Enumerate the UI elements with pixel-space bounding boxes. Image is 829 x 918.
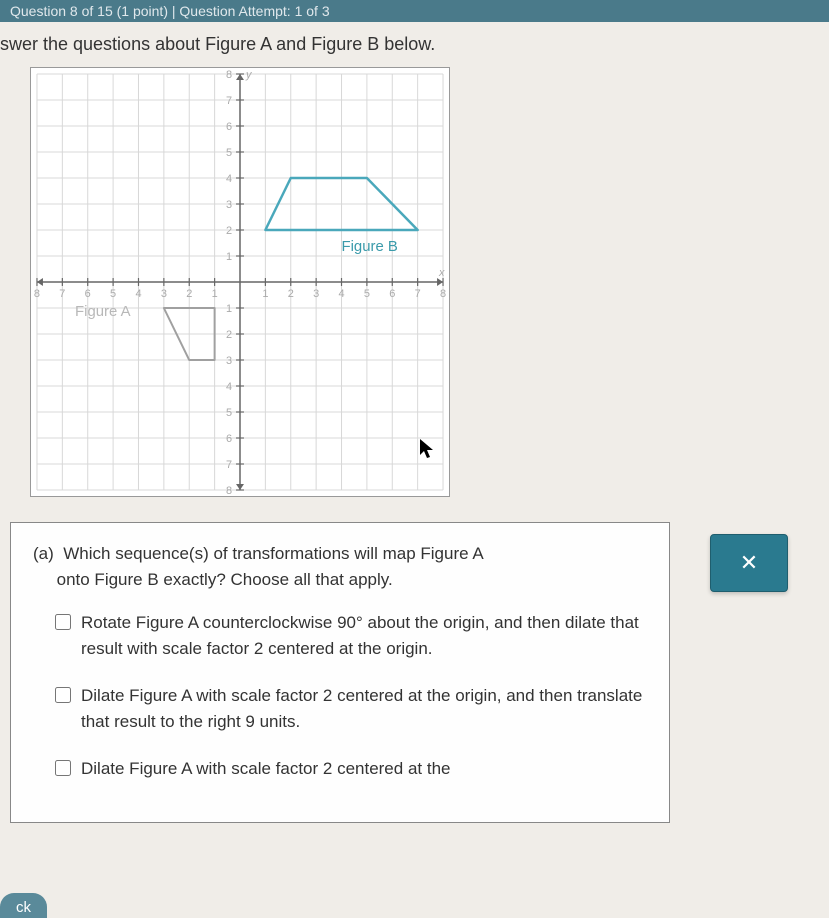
question-label: (a) (33, 544, 54, 563)
svg-text:5: 5 (226, 407, 232, 419)
svg-text:2: 2 (226, 329, 232, 341)
option-row-0: Rotate Figure A counterclockwise 90° abo… (55, 610, 647, 661)
svg-text:1: 1 (212, 288, 218, 300)
main-prompt: swer the questions about Figure A and Fi… (0, 22, 829, 67)
check-button[interactable]: ck (0, 893, 47, 918)
option-text-0: Rotate Figure A counterclockwise 90° abo… (81, 610, 647, 661)
svg-text:6: 6 (389, 288, 395, 300)
svg-text:5: 5 (226, 147, 232, 159)
question-prompt: (a) Which sequence(s) of transformations… (33, 541, 647, 592)
option-checkbox-1[interactable] (55, 687, 71, 703)
close-icon: ✕ (740, 550, 758, 576)
svg-text:3: 3 (313, 288, 319, 300)
option-checkbox-0[interactable] (55, 614, 71, 630)
question-line1: Which sequence(s) of transformations wil… (63, 544, 483, 563)
header-text: Question 8 of 15 (1 point) | Question At… (10, 3, 330, 19)
svg-text:8: 8 (440, 288, 446, 300)
svg-text:3: 3 (161, 288, 167, 300)
svg-text:Figure B: Figure B (342, 238, 398, 255)
check-label: ck (16, 899, 31, 916)
svg-text:8: 8 (34, 288, 40, 300)
svg-text:2: 2 (226, 225, 232, 237)
svg-text:2: 2 (288, 288, 294, 300)
svg-text:8: 8 (226, 69, 232, 81)
svg-text:x: x (438, 267, 445, 279)
option-row-1: Dilate Figure A with scale factor 2 cent… (55, 683, 647, 734)
svg-text:3: 3 (226, 199, 232, 211)
svg-text:y: y (245, 69, 253, 81)
svg-text:4: 4 (226, 381, 232, 393)
svg-text:6: 6 (226, 433, 232, 445)
svg-text:4: 4 (135, 288, 141, 300)
question-line2: onto Figure B exactly? Choose all that a… (57, 570, 393, 589)
close-button[interactable]: ✕ (710, 534, 788, 592)
option-checkbox-2[interactable] (55, 760, 71, 776)
svg-text:Figure A: Figure A (75, 303, 131, 320)
svg-text:7: 7 (59, 288, 65, 300)
svg-text:8: 8 (226, 485, 232, 496)
svg-text:6: 6 (85, 288, 91, 300)
svg-text:1: 1 (262, 288, 268, 300)
question-header: Question 8 of 15 (1 point) | Question At… (0, 0, 829, 22)
svg-text:4: 4 (338, 288, 344, 300)
svg-text:7: 7 (415, 288, 421, 300)
graph-svg: 87654321123456788765432112345678 xyFigur… (31, 68, 449, 496)
question-part-a: (a) Which sequence(s) of transformations… (10, 522, 670, 823)
svg-text:5: 5 (364, 288, 370, 300)
option-text-2: Dilate Figure A with scale factor 2 cent… (81, 756, 647, 782)
option-text-1: Dilate Figure A with scale factor 2 cent… (81, 683, 647, 734)
svg-text:2: 2 (186, 288, 192, 300)
svg-text:7: 7 (226, 459, 232, 471)
coordinate-graph: 87654321123456788765432112345678 xyFigur… (30, 67, 450, 497)
svg-text:1: 1 (226, 303, 232, 315)
svg-text:6: 6 (226, 121, 232, 133)
svg-text:5: 5 (110, 288, 116, 300)
option-row-2: Dilate Figure A with scale factor 2 cent… (55, 756, 647, 782)
svg-text:1: 1 (226, 251, 232, 263)
svg-text:3: 3 (226, 355, 232, 367)
svg-text:4: 4 (226, 173, 232, 185)
svg-text:7: 7 (226, 95, 232, 107)
